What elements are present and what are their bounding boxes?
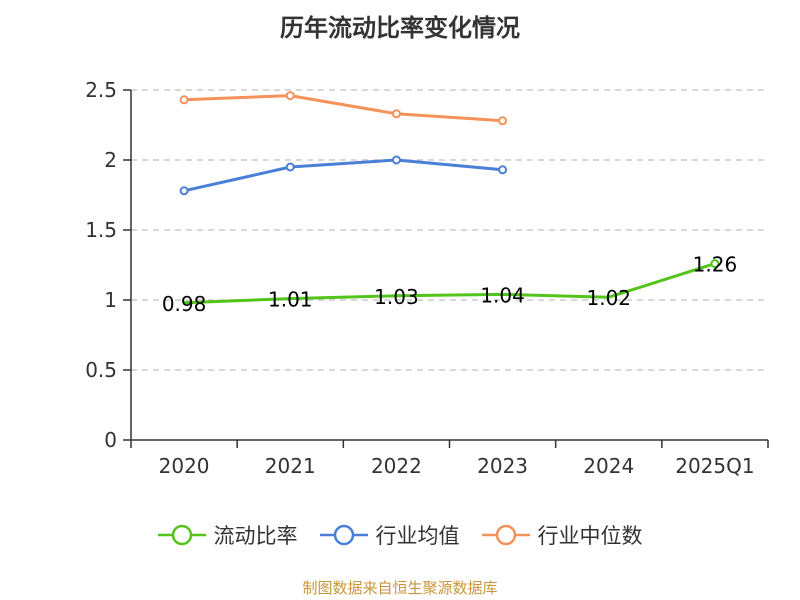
y-tick-label: 1.5 (85, 218, 117, 242)
x-tick-label: 2021 (265, 454, 316, 478)
data-point[interactable] (498, 116, 508, 126)
data-point[interactable] (285, 91, 295, 101)
x-tick-label: 2022 (371, 454, 422, 478)
y-tick-label: 2.5 (85, 78, 117, 102)
data-label: 1.03 (374, 285, 419, 309)
legend-label: 行业均值 (375, 524, 460, 548)
y-tick-label: 2 (104, 148, 117, 172)
data-point[interactable] (391, 155, 401, 165)
x-tick-label: 2020 (159, 454, 210, 478)
data-label: 0.98 (162, 292, 207, 316)
data-point[interactable] (498, 165, 508, 175)
y-tick-label: 1 (104, 288, 117, 312)
data-point[interactable] (179, 186, 189, 196)
data-point[interactable] (391, 109, 401, 119)
x-tick-label: 2025Q1 (675, 454, 754, 478)
data-point[interactable] (179, 95, 189, 105)
series-line (183, 158, 503, 193)
y-tick-label: 0 (104, 428, 117, 452)
y-tick-label: 0.5 (85, 358, 117, 382)
data-point[interactable] (710, 259, 720, 269)
x-tick-label: 2023 (477, 454, 528, 478)
legend: 流动比率 行业均值 行业中位数 (0, 520, 800, 550)
legend-marker-icon (319, 524, 368, 546)
legend-marker-icon (157, 524, 206, 546)
source-footer: 制图数据来自恒生聚源数据库 (302, 579, 498, 597)
legend-label: 行业中位数 (537, 524, 643, 548)
series-lines (179, 91, 720, 305)
axes: 0 0.5 1 1.5 2 2.5 2020 2021 2022 2023 2024 2025Q1 (85, 78, 769, 478)
legend-item[interactable]: 行业均值 (319, 520, 460, 550)
grid-lines (131, 89, 768, 371)
chart-title: 历年流动比率变化情况 (280, 14, 520, 42)
data-point[interactable] (285, 162, 295, 172)
data-label: 1.02 (586, 286, 631, 310)
data-label: 1.01 (268, 288, 313, 312)
data-label: 1.04 (480, 283, 525, 307)
legend-marker-icon (481, 524, 530, 546)
x-tick-label: 2024 (583, 454, 634, 478)
legend-item[interactable]: 流动比率 (157, 520, 298, 550)
data-labels: 0.98 1.01 1.03 1.04 1.02 1.26 (162, 253, 737, 316)
legend-item[interactable]: 行业中位数 (481, 520, 643, 550)
series-line (184, 262, 716, 305)
series-line (184, 94, 503, 123)
data-label: 1.26 (693, 253, 738, 277)
legend-label: 流动比率 (213, 524, 298, 548)
